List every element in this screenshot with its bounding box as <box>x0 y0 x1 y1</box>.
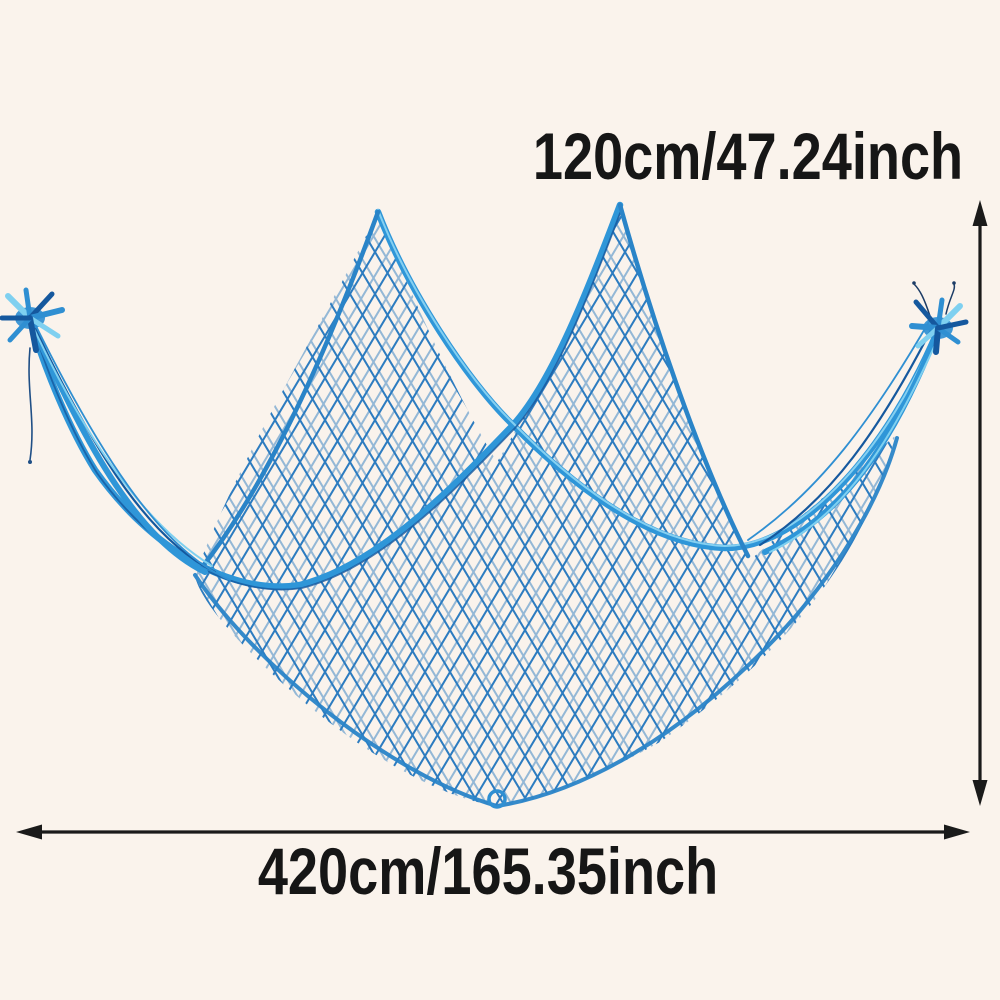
right-tassel-strand <box>915 325 941 349</box>
right-antenna-bead-1 <box>912 281 916 285</box>
rope-peak1-to-right-knot <box>374 208 942 552</box>
right-antenna-bead-2 <box>952 281 956 285</box>
bottom-loop <box>487 789 507 809</box>
left-rope-bundle <box>27 315 231 581</box>
left-string-bead <box>28 460 32 464</box>
right-rope-bundle <box>747 281 956 555</box>
net-mesh-layer-2 <box>195 205 895 806</box>
arrowhead-up-icon <box>972 200 988 226</box>
right-tassel-strand <box>935 325 961 345</box>
net-edge-ropes <box>26 201 942 809</box>
arrowhead-left-icon <box>16 824 42 840</box>
right-tassel-strand <box>913 299 941 331</box>
left-tassel-strand <box>27 315 61 339</box>
left-bundle-strand-dark <box>30 320 217 574</box>
left-knot-hanging-string <box>28 347 33 461</box>
left-knot-tassel <box>0 287 65 353</box>
left-tassel-strand <box>7 315 33 343</box>
arrowhead-down-icon <box>972 780 988 806</box>
left-bundle-main <box>27 317 208 575</box>
height-dimension-label: 120cm/47.24inch <box>532 119 964 193</box>
right-knot-antenna-1 <box>913 283 931 317</box>
right-bundle-strand-mid <box>747 319 931 541</box>
rope-core-left <box>31 207 623 591</box>
rope-bottom-sag-edge <box>193 436 899 809</box>
rope-peak2-right-edge <box>617 202 751 559</box>
right-knot-antenna-2 <box>945 283 956 315</box>
left-tassel-strand <box>23 287 33 321</box>
rope-highlight-right <box>377 209 939 548</box>
left-bundle-strand-light <box>27 315 213 567</box>
left-bundle-strand-mid <box>35 325 231 581</box>
width-arrow <box>16 824 970 840</box>
right-bundle-strand-dark <box>758 322 936 547</box>
width-dimension-label: 420cm/165.35inch <box>257 834 719 908</box>
right-tassel-strand <box>935 297 945 331</box>
left-tassel-strand <box>5 293 33 321</box>
right-tassel-strand <box>935 303 963 331</box>
right-bundle-strand-light <box>769 333 941 553</box>
rope-peak1-left-edge <box>197 209 381 573</box>
right-tassel-strand <box>909 323 941 331</box>
left-tassel-strand <box>27 315 39 353</box>
right-tassel-strand <box>933 325 941 355</box>
right-tassel-strand <box>935 319 969 331</box>
right-knot-tassel <box>909 297 969 355</box>
height-arrow <box>972 200 988 806</box>
left-tassel-strand <box>27 307 65 321</box>
arrowhead-right-icon <box>944 824 970 840</box>
